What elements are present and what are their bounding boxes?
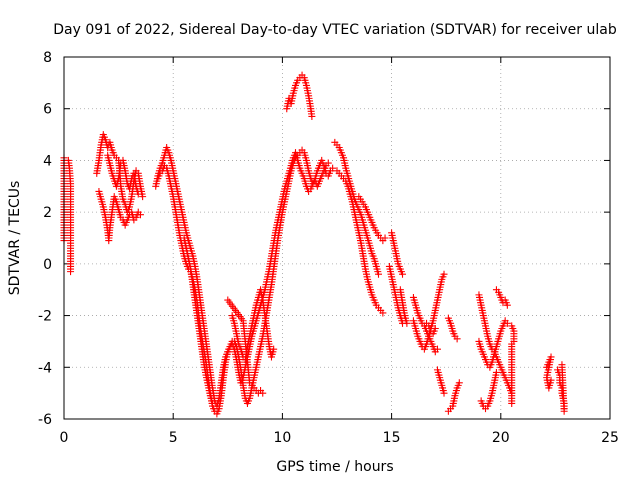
data-point (558, 361, 566, 369)
data-point (503, 319, 511, 327)
data-point (492, 368, 500, 376)
data-point (308, 112, 316, 120)
series-e1 (388, 229, 407, 278)
series-h1 (543, 353, 555, 392)
data-point (329, 164, 337, 172)
data-point (259, 389, 267, 397)
data-point (379, 309, 387, 317)
data-point (399, 270, 407, 278)
y-axis-label: SDTVAR / TECUs (7, 181, 23, 296)
y-tick-label: 8 (43, 50, 52, 66)
data-point (270, 345, 278, 353)
y-tick-label: 0 (43, 257, 52, 273)
data-point (403, 319, 411, 327)
y-tick-label: -2 (38, 309, 52, 325)
x-axis-label: GPS time / hours (276, 459, 393, 475)
data-point (209, 399, 217, 407)
y-tick-label: 4 (43, 153, 52, 169)
series-a2 (95, 187, 144, 245)
series-g5 (508, 322, 518, 407)
series-f4 (433, 366, 448, 397)
data-point (455, 379, 463, 387)
plot-frame (63, 56, 611, 420)
data-point (453, 335, 461, 343)
series-a3 (104, 151, 142, 198)
data-point (503, 301, 511, 309)
x-tick-label: 5 (169, 430, 178, 446)
data-point (508, 399, 516, 407)
y-tick-label: 2 (43, 205, 52, 221)
series-d3 (355, 193, 389, 245)
data-point (433, 345, 441, 353)
y-tick-label: -6 (38, 412, 52, 428)
data-point (547, 376, 555, 384)
data-point (139, 193, 147, 201)
series-g1 (475, 291, 516, 397)
data-point (440, 389, 448, 397)
y-tick-label: -4 (38, 360, 52, 376)
data-point (134, 190, 142, 198)
series-b3 (180, 234, 217, 407)
series-f6 (444, 379, 463, 415)
series-e3 (396, 286, 411, 327)
x-tick-label: 15 (383, 430, 401, 446)
data-point (67, 268, 75, 276)
axis-ticks: 0 5 10 15 20 25 -6 -4 -2 0 2 4 6 8 (38, 50, 619, 446)
data-points (60, 71, 568, 418)
x-tick-label: 10 (273, 430, 291, 446)
series-g4 (492, 286, 511, 309)
series-g2 (475, 317, 511, 371)
series-b5 (224, 296, 267, 397)
series-t1 (64, 156, 75, 276)
x-tick-label: 0 (60, 430, 69, 446)
series-c1 (283, 71, 316, 120)
data-point (136, 211, 144, 219)
data-point (324, 159, 332, 167)
chart-title: Day 091 of 2022, Sidereal Day-to-day VTE… (53, 22, 617, 38)
data-point (440, 270, 448, 278)
series-a1 (93, 131, 147, 216)
series-b4 (228, 286, 278, 364)
series-d2 (333, 167, 387, 317)
data-point (374, 270, 382, 278)
x-tick-label: 20 (492, 430, 510, 446)
series-h2 (554, 361, 568, 415)
grid-lines (64, 57, 610, 419)
x-tick-label: 25 (601, 430, 619, 446)
data-point (431, 325, 439, 332)
series-f5 (444, 314, 461, 343)
data-point (381, 234, 389, 242)
y-tick-label: 6 (43, 102, 52, 118)
series-f3 (423, 319, 439, 338)
series-g3 (477, 368, 500, 413)
